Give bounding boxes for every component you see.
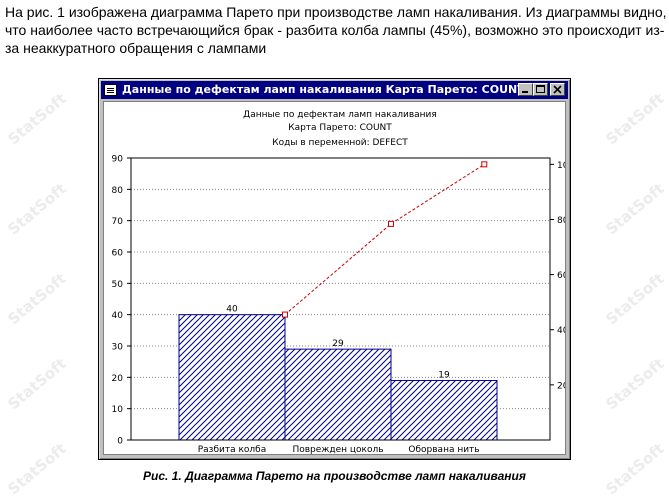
chart-title-line: Данные по дефектам ламп накаливания: [243, 110, 437, 120]
chart-area: Данные по дефектам ламп накаливания Карта…: [103, 101, 566, 455]
bar: [390, 379, 498, 441]
y2-tick-label: 60%: [557, 271, 565, 281]
pareto-chart: Данные по дефектам ламп накаливания Карта…: [112, 110, 565, 454]
y2-tick-label: 20%: [557, 381, 565, 391]
intro-paragraph: На рис. 1 изображена диаграмма Парето пр…: [5, 4, 667, 56]
cumulative-point: [282, 311, 288, 318]
y-tick-label: 60: [112, 249, 124, 259]
maximize-button[interactable]: [533, 83, 548, 96]
statsoft-watermark: StatSoft: [602, 179, 668, 239]
bar: [284, 348, 392, 441]
statsoft-watermark: StatSoft: [4, 179, 70, 239]
y-tick-label: 10: [112, 405, 124, 415]
statsoft-watermark: StatSoft: [602, 89, 668, 149]
cumulative-line: [284, 163, 485, 315]
y-tick-label: 70: [112, 217, 124, 227]
statistica-window-icon[interactable]: [104, 84, 117, 96]
x-tick-label: Разбита колба: [198, 445, 267, 454]
y-tick-label: 50: [112, 280, 124, 290]
y2-tick-label: 100%: [557, 161, 565, 171]
bar-value-label: 29: [332, 339, 344, 349]
window-titlebar[interactable]: Данные по дефектам ламп накаливания Карт…: [101, 81, 568, 99]
statsoft-watermark: StatSoft: [602, 269, 668, 329]
cumulative-point: [481, 161, 488, 168]
figure-caption: Рис. 1. Диаграмма Парето на производстве…: [143, 469, 526, 483]
bar-value-label: 40: [226, 305, 238, 315]
y-tick-label: 90: [112, 155, 124, 165]
y-tick-label: 0: [117, 437, 123, 447]
close-icon: [553, 85, 562, 94]
chart-title-line: Карта Парето: COUNT: [288, 123, 392, 133]
statsoft-watermark: StatSoft: [602, 354, 668, 414]
x-tick-label: Поврежден цоколь: [292, 445, 383, 454]
window-title: Данные по дефектам ламп накаливания Карт…: [122, 83, 531, 96]
statsoft-watermark: StatSoft: [4, 354, 70, 414]
plot-frame: [130, 157, 551, 441]
minimize-button[interactable]: [518, 83, 533, 96]
y-tick-label: 30: [112, 343, 124, 353]
chart-window[interactable]: Данные по дефектам ламп накаливания Карт…: [98, 78, 571, 460]
statsoft-watermark: StatSoft: [4, 89, 70, 149]
y-tick-label: 20: [112, 374, 124, 384]
y-tick-label: 80: [112, 186, 124, 196]
y2-tick-label: 80%: [557, 216, 565, 226]
close-button[interactable]: [550, 83, 565, 96]
bar-value-label: 19: [438, 370, 450, 380]
x-tick-label: Оборвана нить: [408, 445, 479, 454]
bar: [178, 314, 286, 441]
y-tick-label: 40: [112, 311, 124, 321]
chart-title-line: Коды в переменной: DEFECT: [272, 138, 408, 148]
statsoft-watermark: StatSoft: [4, 269, 70, 329]
y2-tick-label: 40%: [557, 326, 565, 336]
cumulative-point: [388, 220, 394, 227]
